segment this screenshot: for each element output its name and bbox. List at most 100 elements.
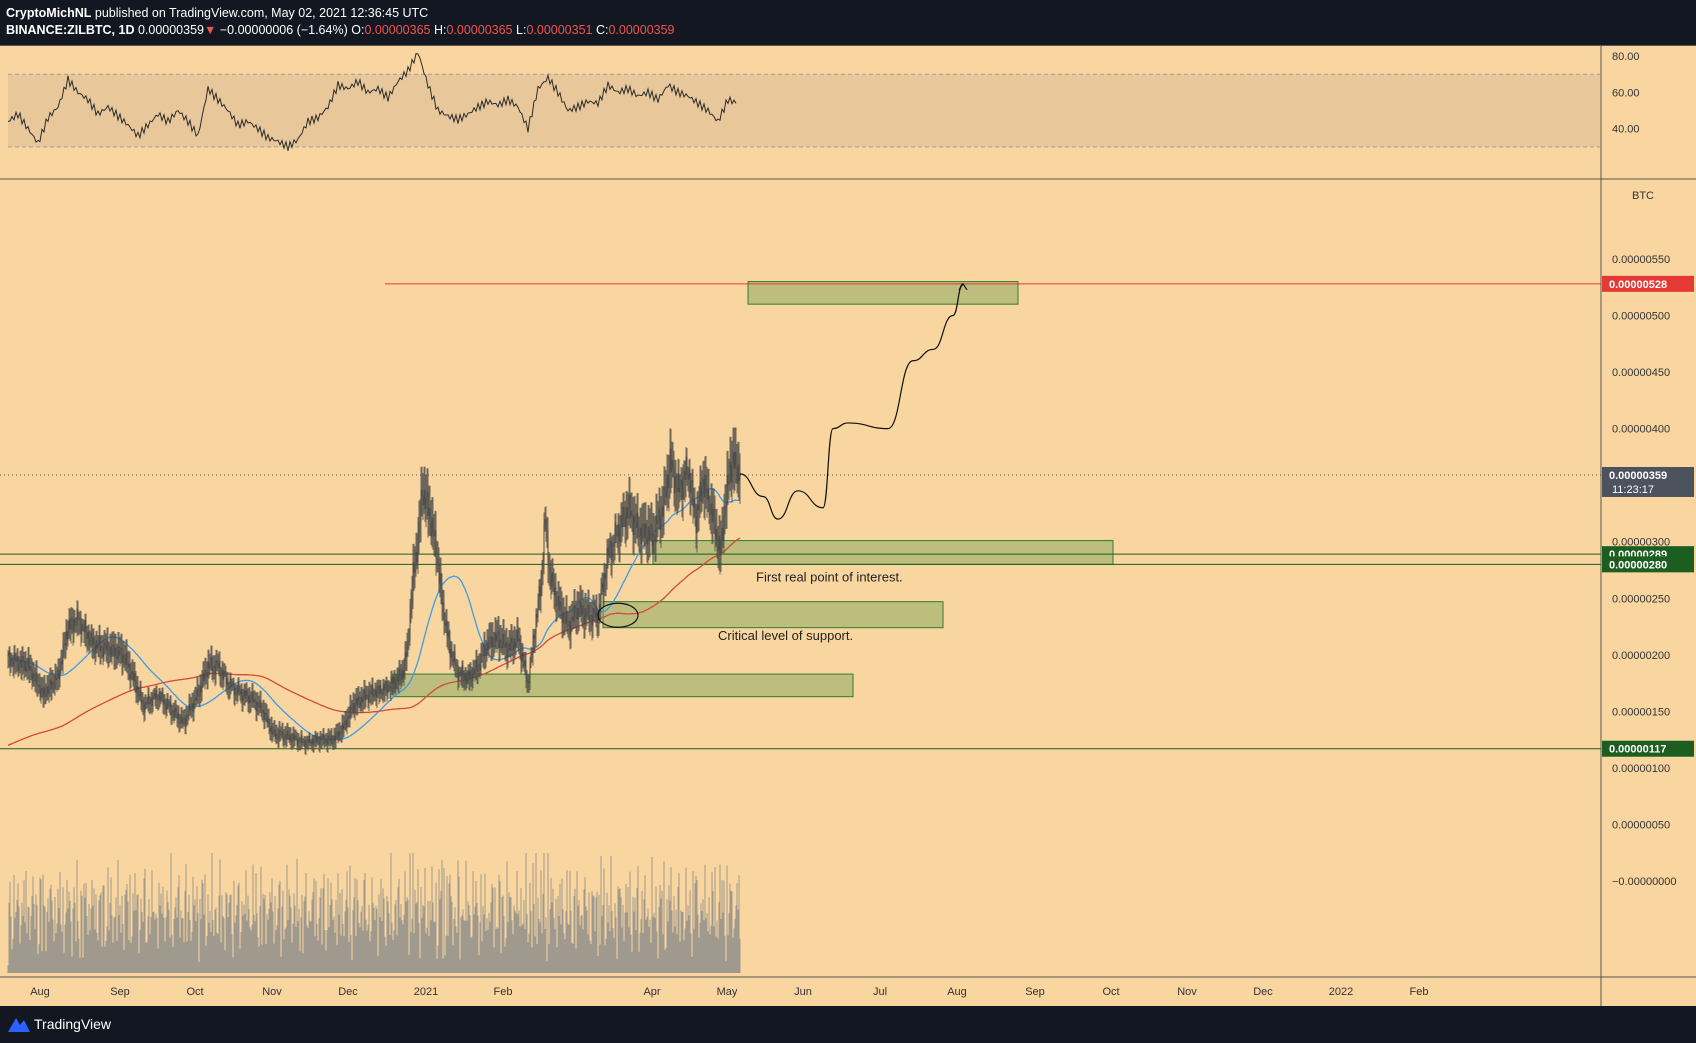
candle-body xyxy=(448,631,450,639)
candle-body xyxy=(590,614,592,616)
candle-body xyxy=(535,613,537,635)
chart-canvas[interactable]: First real point of interest. Critical le… xyxy=(0,45,1696,1006)
candle-body xyxy=(200,686,202,693)
level-tag-text: 0.00000117 xyxy=(1609,744,1667,756)
candle-body xyxy=(69,619,71,630)
candle-body xyxy=(229,677,231,690)
candle-body xyxy=(700,481,702,502)
candle-body xyxy=(132,671,134,682)
candle-body xyxy=(717,545,719,551)
candle-body xyxy=(111,644,113,657)
price-tick-label: 0.00000250 xyxy=(1612,593,1670,605)
candle-body xyxy=(527,680,529,682)
candle-body xyxy=(272,731,274,735)
candle-body xyxy=(381,693,383,695)
candle-body xyxy=(512,643,514,651)
candle-body xyxy=(517,629,519,642)
rsi-pane[interactable] xyxy=(7,52,1600,151)
candle-body xyxy=(173,710,175,718)
brand-name[interactable]: TradingView xyxy=(34,1016,112,1032)
price-tick-label: 0.00000500 xyxy=(1612,310,1670,322)
candle-body xyxy=(564,621,566,624)
candle-body xyxy=(167,699,169,706)
candle-body xyxy=(206,673,208,678)
candle-body xyxy=(42,688,44,697)
candle-body xyxy=(103,642,105,657)
candle-body xyxy=(344,720,346,725)
candle-body xyxy=(554,587,556,596)
candle-body xyxy=(306,739,308,741)
candle-body xyxy=(489,636,491,638)
candle-body xyxy=(249,695,251,703)
candle-body xyxy=(190,707,192,711)
candle-body xyxy=(140,689,142,703)
candle-body xyxy=(566,610,568,627)
candle-body xyxy=(185,715,187,726)
time-tick-label: Feb xyxy=(494,986,513,998)
candles[interactable] xyxy=(7,427,741,756)
candle-body xyxy=(157,698,159,701)
candle-body xyxy=(218,660,220,668)
time-tick-label: Dec xyxy=(1253,986,1273,998)
candle-body xyxy=(578,608,580,619)
candle-body xyxy=(98,635,100,646)
candle-body xyxy=(398,668,400,682)
candle-body xyxy=(332,742,334,745)
candle-body xyxy=(728,482,730,485)
annotation-text: Critical level of support. xyxy=(718,628,853,643)
author-name[interactable]: CryptoMichNL xyxy=(6,6,92,20)
candle-body xyxy=(679,487,681,493)
candle-body xyxy=(202,673,204,682)
candle-body xyxy=(16,656,18,663)
tradingview-logo-icon[interactable] xyxy=(6,1014,32,1034)
candle-body xyxy=(305,740,307,748)
time-tick-label: Nov xyxy=(262,986,282,998)
candle-body xyxy=(135,681,137,693)
level-price-tag: 0.00000528 xyxy=(1602,275,1694,292)
candle-body xyxy=(574,605,576,617)
candle-body xyxy=(146,703,148,705)
candle-body xyxy=(239,691,241,695)
candle-body xyxy=(407,641,409,645)
candle-body xyxy=(356,698,358,706)
projection-path xyxy=(739,283,964,520)
candle-body xyxy=(428,507,430,516)
candle-body xyxy=(301,734,303,743)
candle-body xyxy=(60,661,62,669)
candle-body xyxy=(681,479,683,500)
candle-body xyxy=(425,497,427,510)
candle-body xyxy=(495,632,497,642)
candle-body xyxy=(516,629,518,642)
candle-body xyxy=(453,651,455,662)
candle-body xyxy=(56,677,58,681)
candle-body xyxy=(670,448,672,472)
candle-body xyxy=(234,688,236,696)
candle-body xyxy=(684,470,686,480)
candle-body xyxy=(210,657,212,666)
candle-body xyxy=(463,675,465,680)
candle-body xyxy=(276,733,278,736)
candle-body xyxy=(127,663,129,668)
candle-body xyxy=(469,669,471,680)
candle-body xyxy=(170,702,172,716)
candle-body xyxy=(313,738,315,745)
last-price: 0.00000359 xyxy=(137,23,204,37)
candle-body xyxy=(70,617,72,630)
rsi-line xyxy=(7,52,737,151)
candle-body xyxy=(152,695,154,707)
candle-body xyxy=(214,665,216,675)
candle-body xyxy=(119,650,121,656)
candle-body xyxy=(298,738,300,742)
candle-body xyxy=(625,506,627,528)
candle-body xyxy=(390,676,392,691)
candle-body xyxy=(697,504,699,511)
candle-body xyxy=(248,695,250,704)
candle-body xyxy=(556,604,558,607)
candle-body xyxy=(580,601,582,616)
open-label: O: xyxy=(351,23,365,37)
candle-body xyxy=(492,636,494,646)
candle-body xyxy=(260,700,262,713)
candle-body xyxy=(340,734,342,736)
candle-body xyxy=(447,631,449,637)
candle-body xyxy=(429,507,431,522)
